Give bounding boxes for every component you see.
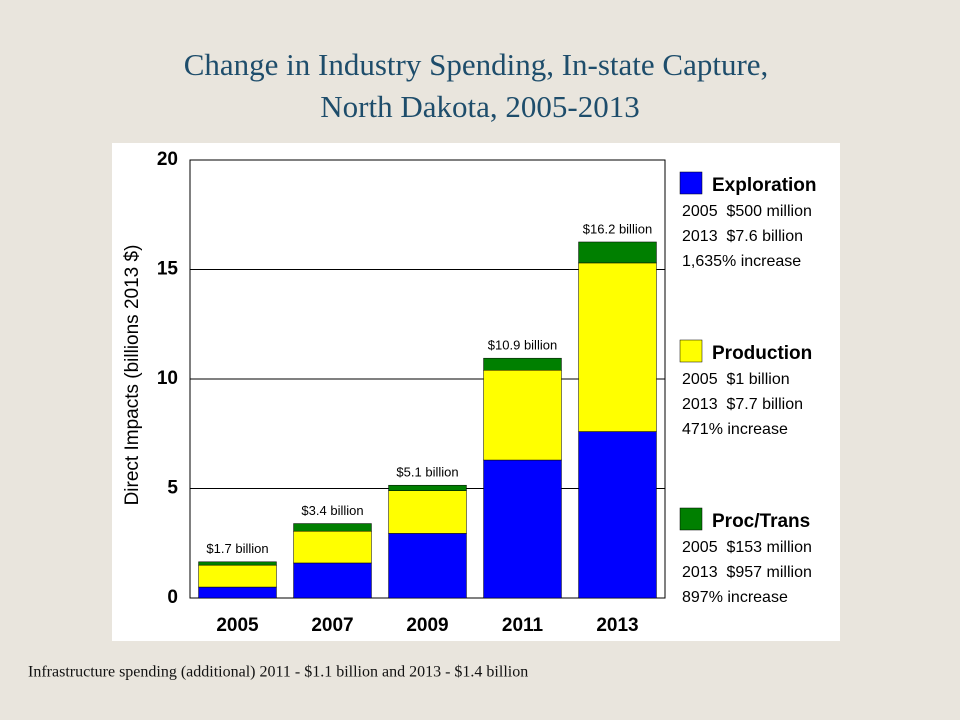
bar-annotation: $10.9 billion [488, 338, 557, 353]
legend-swatch [679, 507, 703, 531]
x-tick-label: 2005 [216, 615, 259, 636]
bar-segment [293, 562, 372, 599]
x-tick-label: 2007 [311, 615, 353, 636]
legend-note: 2013 $7.6 billion [682, 228, 803, 245]
y-tick-label: 5 [167, 478, 178, 499]
bar-annotation: $1.7 billion [206, 541, 268, 556]
bar-segment [483, 459, 562, 599]
legend-label: Exploration [712, 175, 817, 196]
legend-note: 2013 $957 million [682, 564, 812, 581]
bar-annotation: $3.4 billion [301, 503, 363, 518]
legend-note: 2005 $153 million [682, 539, 812, 556]
legend-note: 2005 $500 million [682, 203, 812, 220]
bar-segment [198, 564, 277, 588]
chart-area [112, 143, 840, 641]
legend-swatch [679, 171, 703, 195]
bar-segment [388, 533, 467, 599]
bar-segment [388, 490, 467, 534]
x-tick-label: 2011 [502, 615, 544, 636]
legend-label: Production [712, 343, 812, 364]
y-axis-label: Direct Impacts (billions 2013 $) [122, 245, 143, 506]
bar-annotation: $5.1 billion [396, 465, 458, 480]
legend-note: 2005 $1 billion [682, 371, 790, 388]
bar-segment [293, 530, 372, 564]
bar-segment [198, 561, 277, 566]
bar-segment [293, 523, 372, 532]
legend-note: 471% increase [682, 421, 788, 438]
y-tick-label: 0 [167, 587, 178, 608]
legend-swatch [679, 339, 703, 363]
bar-segment [388, 484, 467, 491]
legend-label: Proc/Trans [712, 511, 810, 532]
title-line: North Dakota, 2005-2013 [320, 89, 639, 124]
bar-segment [483, 369, 562, 461]
y-tick-label: 20 [157, 149, 178, 170]
legend-note: 2013 $7.7 billion [682, 396, 803, 413]
bar-annotation: $16.2 billion [583, 221, 652, 236]
bar-segment [578, 241, 657, 264]
footnote: Infrastructure spending (additional) 201… [28, 664, 528, 681]
bar-segment [578, 431, 657, 599]
bar-segment [483, 357, 562, 371]
y-tick-label: 15 [157, 259, 179, 280]
legend-note: 897% increase [682, 589, 788, 606]
bar-segment [578, 262, 657, 432]
title-line: Change in Industry Spending, In-state Ca… [184, 47, 769, 82]
x-tick-label: 2013 [596, 615, 638, 636]
x-tick-label: 2009 [406, 615, 448, 636]
legend-note: 1,635% increase [682, 253, 801, 270]
bar-segment [198, 586, 277, 599]
y-tick-label: 10 [157, 368, 178, 389]
